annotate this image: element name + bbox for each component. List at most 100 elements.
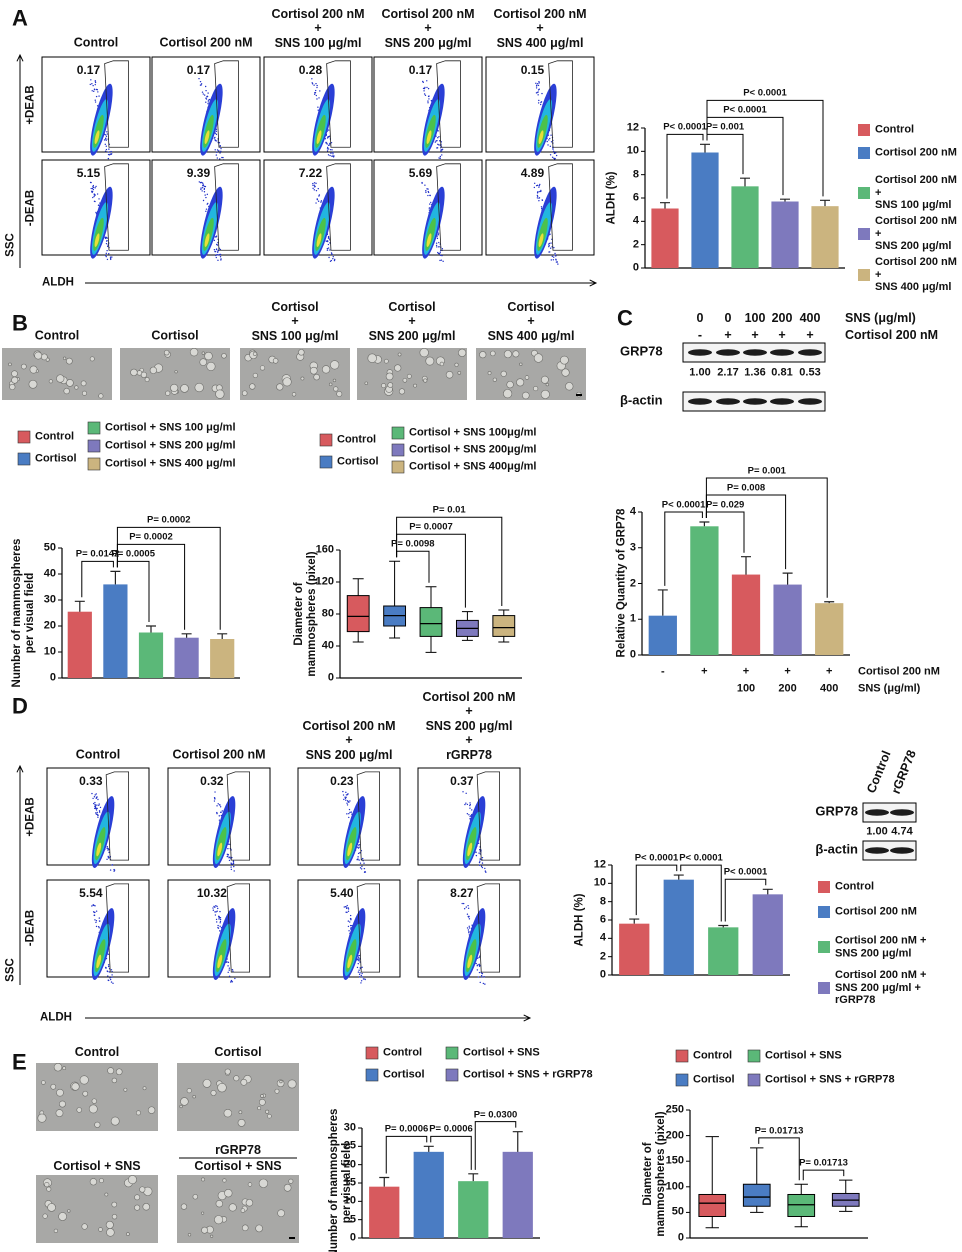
- mammosphere: [40, 353, 48, 361]
- flow-event: [439, 155, 442, 158]
- flow-event: [557, 263, 559, 265]
- mammosphere: [142, 1086, 147, 1091]
- flow-event: [349, 917, 352, 920]
- flow-event: [317, 106, 319, 108]
- flow-event: [228, 859, 231, 862]
- flow-event: [104, 143, 106, 146]
- flow-event: [218, 150, 220, 152]
- mammosphere: [76, 1107, 82, 1113]
- flow-event: [348, 930, 350, 932]
- legend-swatch: [365, 1068, 379, 1082]
- flow-event: [533, 182, 536, 185]
- flow-event: [359, 867, 362, 869]
- whisker-high: [461, 611, 473, 621]
- flow-event: [312, 182, 314, 185]
- flow-event: [468, 814, 470, 816]
- legend-swatch: [747, 1049, 761, 1063]
- mammosphere: [94, 1121, 101, 1128]
- flow-event: [436, 237, 439, 240]
- flow-event: [106, 237, 108, 239]
- flow-event: [215, 256, 217, 259]
- flow-event: [348, 812, 350, 815]
- mammosphere: [237, 1118, 246, 1127]
- flow-density: [534, 83, 557, 156]
- flow-event: [326, 143, 328, 145]
- flow-event: [226, 853, 229, 855]
- flow-event: [540, 101, 542, 104]
- flow-event: [230, 862, 232, 864]
- flow-event: [548, 243, 550, 245]
- flow-event: [484, 867, 486, 870]
- bar: [731, 574, 761, 655]
- flow-event: [212, 907, 214, 909]
- mammosphere: [217, 1082, 227, 1093]
- flow-density-level: [347, 954, 353, 969]
- flow-event: [478, 852, 480, 854]
- mammosphere: [492, 377, 497, 382]
- box: [419, 607, 443, 637]
- significance-bracket: [474, 1121, 517, 1170]
- flow-event: [110, 258, 112, 261]
- flow-event: [327, 144, 330, 147]
- flow-event: [91, 191, 93, 194]
- flow-event: [326, 247, 329, 250]
- flow-event: [111, 256, 113, 258]
- flow-event: [315, 89, 317, 92]
- mammosphere: [82, 1090, 89, 1097]
- flow-event: [535, 82, 537, 85]
- mammosphere: [91, 1098, 97, 1104]
- mammosphere: [559, 355, 569, 365]
- flow-event: [220, 811, 222, 814]
- flow-gate: [548, 60, 573, 148]
- flow-event: [327, 154, 330, 156]
- flow-event: [548, 251, 550, 253]
- flow-event: [468, 925, 470, 927]
- flow-event: [442, 260, 444, 263]
- mammosphere: [58, 1212, 67, 1221]
- flow-density-level: [94, 130, 100, 144]
- flow-event: [97, 925, 100, 928]
- legend-swatch: [858, 269, 870, 281]
- mammosphere: [247, 1182, 253, 1187]
- flow-event: [348, 816, 350, 819]
- flow-event: [428, 98, 430, 100]
- flow-event: [91, 187, 94, 190]
- flow-event: [554, 252, 556, 255]
- flow-event: [112, 982, 114, 985]
- flow-event: [327, 136, 329, 138]
- flow-event: [537, 191, 539, 193]
- mammosphere: [224, 1189, 233, 1198]
- mammosphere: [540, 375, 549, 384]
- flow-event: [466, 927, 469, 929]
- flow-event: [216, 244, 219, 246]
- mammosphere: [105, 1220, 114, 1229]
- bar: [651, 208, 679, 268]
- flow-event: [325, 240, 328, 242]
- flow-event: [92, 84, 94, 87]
- flow-event: [541, 199, 543, 201]
- flow-event: [108, 857, 110, 859]
- blot-band: [798, 349, 822, 356]
- mammosphere: [503, 350, 512, 359]
- flow-density: [422, 83, 445, 156]
- mammosphere: [533, 353, 544, 363]
- flow-event: [466, 913, 469, 915]
- flow-density: [91, 796, 115, 868]
- flow-density-level: [426, 233, 432, 247]
- flow-event: [231, 981, 234, 983]
- flow-event: [342, 794, 345, 796]
- flow-event: [207, 101, 210, 103]
- flow-event: [358, 958, 360, 960]
- mammosphere: [328, 382, 333, 387]
- blot-band: [770, 349, 794, 356]
- bar: [174, 637, 199, 678]
- bar: [369, 1186, 400, 1238]
- mammosphere: [194, 382, 204, 393]
- flow-event: [427, 102, 429, 104]
- flow-event: [105, 139, 107, 141]
- flow-event: [436, 147, 439, 149]
- flow-event: [98, 803, 100, 805]
- mammosphere: [46, 1186, 52, 1192]
- mammosphere: [545, 383, 549, 387]
- flow-event: [330, 252, 333, 254]
